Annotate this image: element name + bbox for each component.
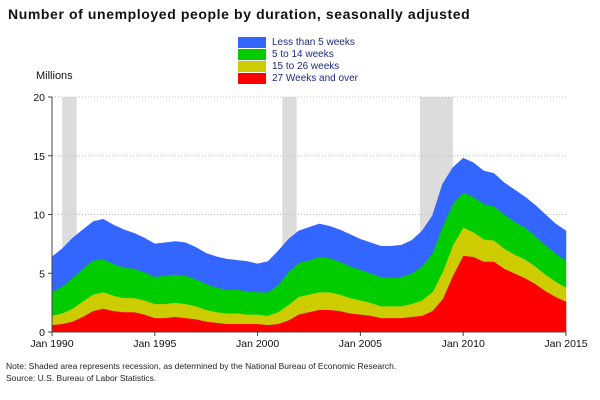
legend-item: 27 Weeks and over xyxy=(238,72,358,84)
legend: Less than 5 weeks 5 to 14 weeks 15 to 26… xyxy=(238,36,358,84)
legend-label: Less than 5 weeks xyxy=(272,36,355,48)
legend-label: 5 to 14 weeks xyxy=(272,48,334,60)
x-tick-label: Jan 2015 xyxy=(544,338,587,350)
x-tick-label: Jan 2005 xyxy=(339,338,382,350)
x-tick-label: Jan 1995 xyxy=(133,338,176,350)
legend-swatch-15-to-26-weeks xyxy=(238,60,266,72)
x-tick-label: Jan 2010 xyxy=(442,338,485,350)
source-note: Source: U.S. Bureau of Labor Statistics. xyxy=(6,373,157,383)
y-tick-label: 0 xyxy=(39,327,45,339)
legend-swatch-5-to-14-weeks xyxy=(238,48,266,60)
legend-item: 5 to 14 weeks xyxy=(238,48,358,60)
y-tick-label: 10 xyxy=(33,210,45,222)
y-tick-label: 20 xyxy=(33,92,45,104)
legend-label: 27 Weeks and over xyxy=(272,72,358,84)
area-series-less-than-5-weeks xyxy=(51,157,567,293)
legend-label: 15 to 26 weeks xyxy=(272,60,340,72)
y-tick-label: 5 xyxy=(39,268,45,280)
legend-swatch-less-than-5-weeks xyxy=(238,36,266,48)
legend-item: 15 to 26 weeks xyxy=(238,60,358,72)
legend-swatch-27-weeks-and-over xyxy=(238,72,266,84)
x-tick-label: Jan 1990 xyxy=(30,338,73,350)
y-tick-label: 15 xyxy=(33,151,45,163)
y-axis-label: Millions xyxy=(36,70,73,82)
recession-note: Note: Shaded area represents recession, … xyxy=(6,361,397,371)
x-tick-label: Jan 2000 xyxy=(236,338,279,350)
chart-title: Number of unemployed people by duration,… xyxy=(8,6,471,22)
legend-item: Less than 5 weeks xyxy=(238,36,358,48)
